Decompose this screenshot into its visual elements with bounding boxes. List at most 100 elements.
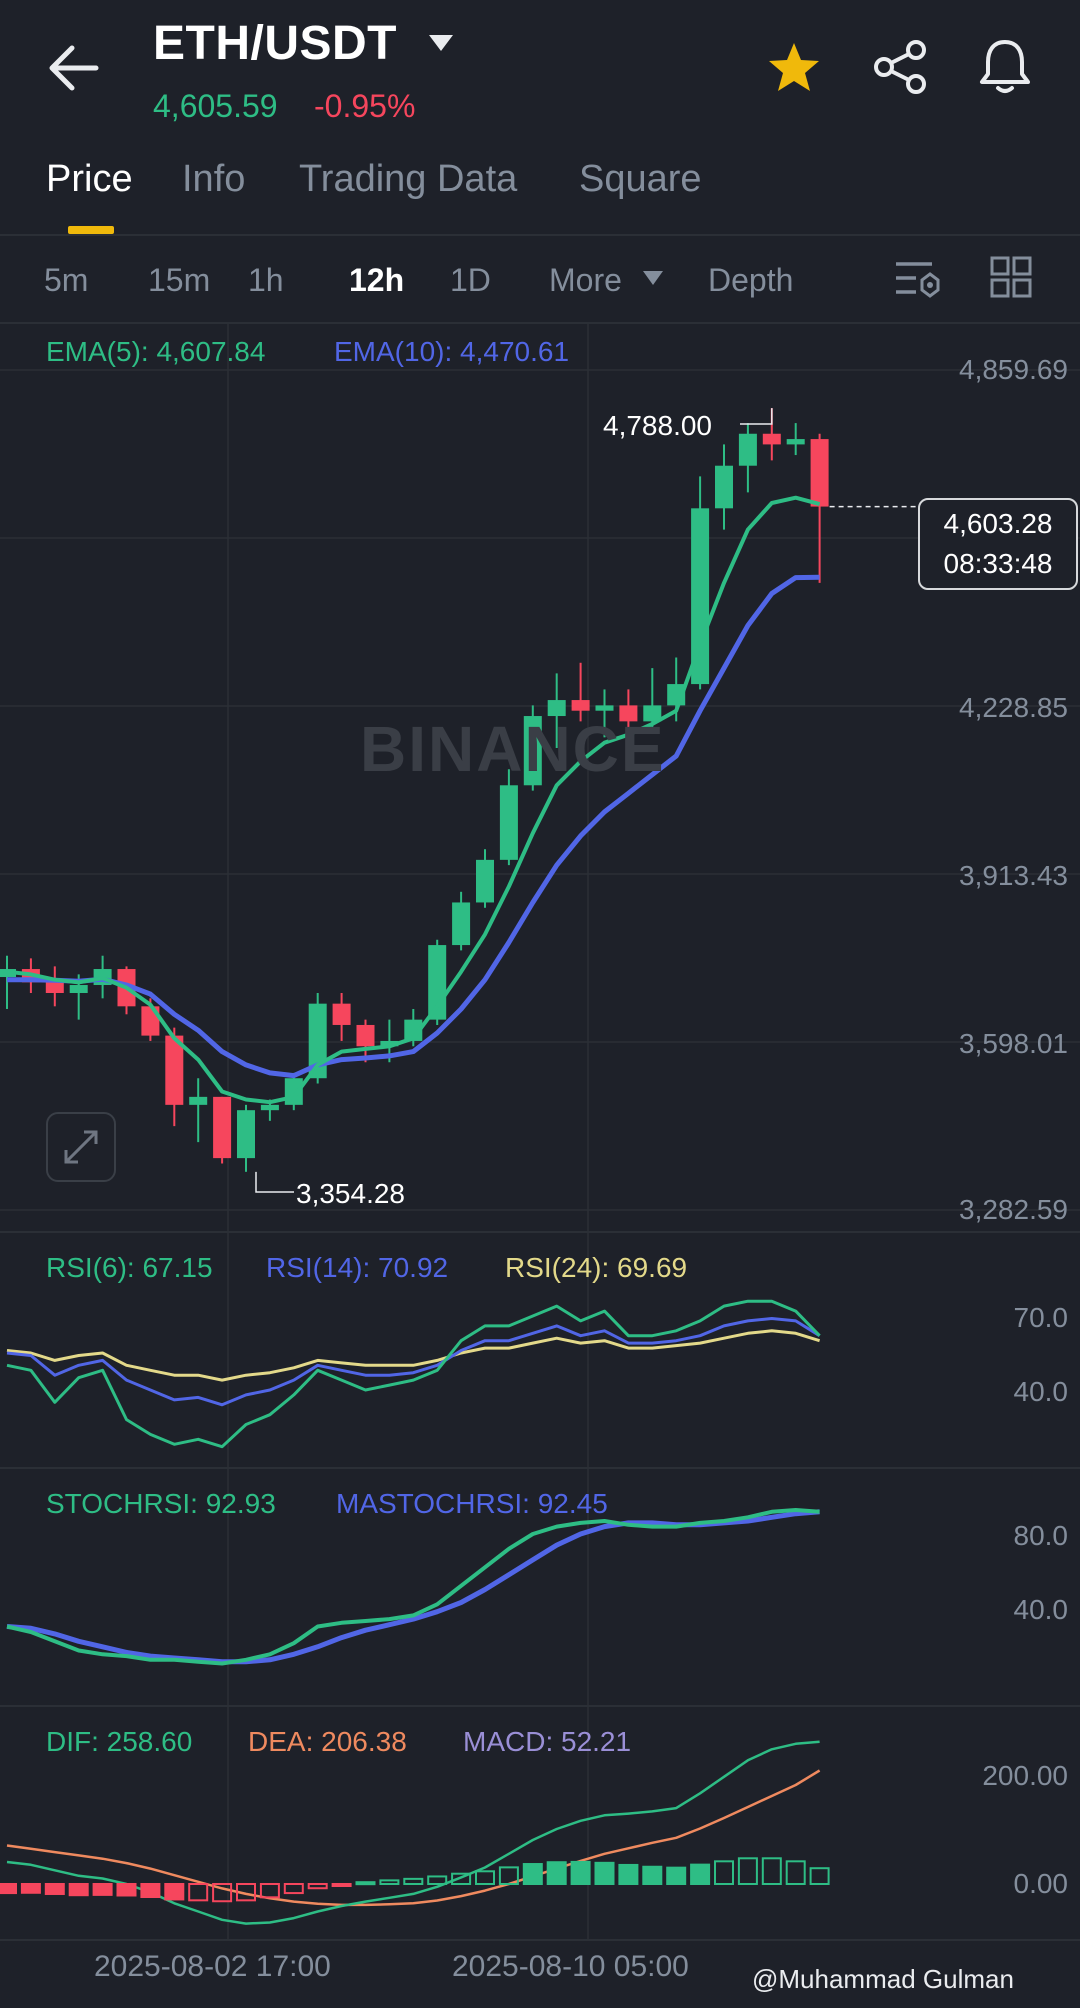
macd-label: MACD: 52.21 (463, 1726, 632, 1757)
pair-title[interactable]: ETH/USDT (153, 17, 397, 70)
candle-body (762, 433, 781, 445)
macd-histogram-bar (68, 1883, 89, 1897)
candle-body (523, 716, 542, 786)
credit-watermark: @Muhammad Gulman (752, 1964, 1014, 1994)
bell-icon[interactable] (976, 36, 1034, 96)
macd-histogram-bar (236, 1883, 256, 1902)
chart-grid (0, 324, 1080, 1941)
expand-icon (64, 1130, 98, 1164)
tab-square[interactable]: Square (579, 158, 702, 200)
indicator-lines-layer (0, 1299, 830, 1925)
macd-histogram-bar (475, 1870, 495, 1886)
macd-histogram-bar (0, 1883, 17, 1895)
rsi-axis-tick: 70.0 (1013, 1302, 1069, 1333)
candle-body (69, 985, 88, 994)
candle-body (213, 1096, 232, 1159)
rsi6-label: RSI(6): 67.15 (46, 1252, 213, 1283)
interval-depth[interactable]: Depth (708, 262, 794, 298)
candle-body (810, 439, 829, 507)
dea-line (6, 1769, 821, 1907)
candle-body (380, 1040, 399, 1047)
macd-histogram-bar (666, 1866, 687, 1886)
rsi24-line (6, 1329, 821, 1382)
price-axis-tick: 3,598.01 (959, 1028, 1068, 1059)
rsi14-line (6, 1317, 821, 1407)
chevron-down-icon[interactable] (428, 34, 454, 52)
candle-body (643, 705, 662, 722)
candle-body (237, 1110, 255, 1159)
candle-body (45, 982, 64, 994)
indicator-settings-icon[interactable] (892, 256, 942, 300)
current-price-box: 4,603.28 08:33:48 (918, 498, 1078, 590)
candle-body (619, 705, 638, 722)
mastochrsi-label: MASTOCHRSI: 92.45 (336, 1488, 608, 1519)
stochrsi-label: STOCHRSI: 92.93 (46, 1488, 276, 1519)
macd-histogram-bar (379, 1879, 400, 1885)
stoch-axis-tick: 80.0 (1013, 1520, 1069, 1551)
macd-histogram-bar (785, 1860, 806, 1885)
active-tab-indicator (68, 226, 114, 234)
back-arrow-icon[interactable] (44, 40, 104, 96)
candle-body (547, 700, 566, 717)
x-axis-date: 2025-08-02 17:00 (94, 1950, 331, 1983)
tabs-divider (0, 234, 1080, 236)
macd-histogram-bar (212, 1883, 233, 1903)
candle-body (595, 705, 614, 711)
share-icon[interactable] (872, 38, 930, 96)
candle-body (571, 700, 590, 711)
macd-histogram-bar (642, 1865, 663, 1885)
interval-divider (0, 322, 1080, 324)
stoch-axis-tick: 40.0 (1013, 1594, 1069, 1625)
expand-chart-button[interactable] (46, 1112, 116, 1182)
candle-body (308, 1003, 327, 1079)
star-icon[interactable] (766, 40, 822, 96)
macd-histogram-bar (570, 1860, 591, 1885)
low-price-label: 3,354.28 (296, 1178, 405, 1209)
layout-grid-icon[interactable] (990, 256, 1032, 298)
macd-histogram-bar (140, 1883, 161, 1899)
macd-histogram-bar (92, 1883, 113, 1896)
candle-body (786, 439, 805, 445)
rsi6-line (6, 1299, 821, 1449)
dif-label: DIF: 258.60 (46, 1726, 193, 1757)
stochrsi-line (6, 1508, 820, 1666)
ema5-label: EMA(5): 4,607.84 (46, 336, 266, 367)
ema-lines-layer (6, 495, 821, 1105)
last-price: 4,605.59 (153, 88, 278, 124)
macd-histogram-bar (403, 1877, 424, 1886)
interval-1d[interactable]: 1D (450, 262, 491, 298)
x-axis-date: 2025-08-10 05:00 (452, 1950, 689, 1983)
interval-1h[interactable]: 1h (248, 262, 284, 298)
interval-5m[interactable]: 5m (44, 262, 89, 298)
low-leader-line (255, 1171, 294, 1193)
candle-body (499, 785, 518, 860)
macd-histogram-bar (594, 1861, 615, 1885)
interval-15m[interactable]: 15m (148, 262, 211, 298)
tab-info[interactable]: Info (182, 158, 246, 200)
macd-histogram-bar (116, 1883, 137, 1897)
candle-body (189, 1096, 208, 1105)
macd-histogram-bar (331, 1883, 352, 1887)
rsi14-label: RSI(14): 70.92 (266, 1252, 449, 1283)
macd-histogram-bar (761, 1857, 782, 1885)
interval-more[interactable]: More (549, 262, 622, 298)
macd-axis-tick: 0.00 (1013, 1868, 1069, 1899)
macd-histogram-bar (809, 1867, 830, 1886)
candle-body (260, 1104, 279, 1111)
candle-body (452, 902, 471, 946)
rsi-axis-tick: 40.0 (1013, 1376, 1069, 1407)
candle-countdown: 08:33:48 (943, 548, 1053, 579)
candles-layer (0, 408, 918, 1193)
price-axis-tick: 3,913.43 (959, 860, 1068, 891)
tab-price[interactable]: Price (46, 158, 133, 200)
ema5-line (6, 495, 821, 1105)
more-chevron-icon[interactable] (642, 270, 664, 286)
macd-histogram-bar (427, 1875, 448, 1885)
price-axis-tick: 3,282.59 (959, 1194, 1068, 1225)
high-price-label: 4,788.00 (603, 410, 712, 441)
interval-12h[interactable]: 12h (349, 262, 405, 298)
candle-body (332, 1003, 351, 1025)
candle-body (356, 1024, 375, 1047)
tab-trading-data[interactable]: Trading Data (299, 158, 518, 200)
